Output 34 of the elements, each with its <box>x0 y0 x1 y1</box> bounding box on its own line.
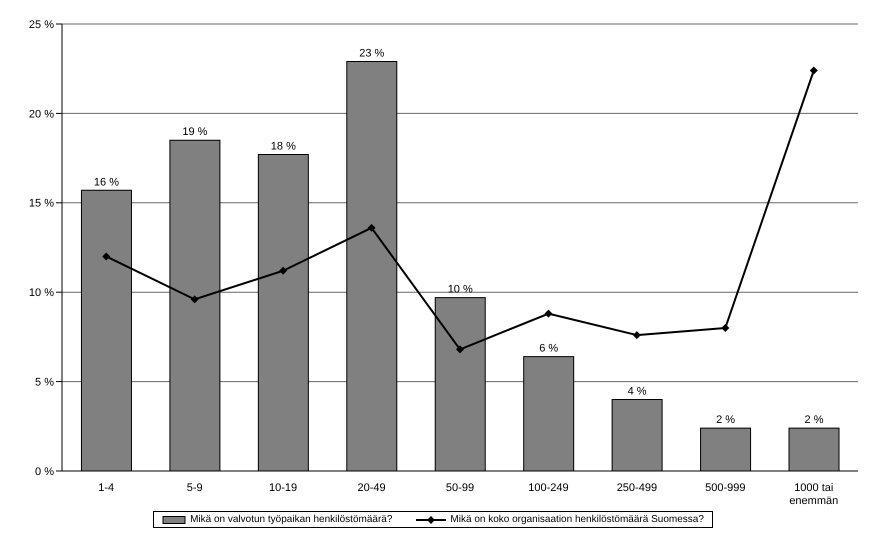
x-tick-label: 1000 tai enemmän <box>789 482 838 507</box>
point <box>810 66 818 74</box>
point <box>456 345 464 354</box>
x-tick-label: 10-19 <box>269 482 298 494</box>
point <box>721 324 730 332</box>
point <box>632 331 641 340</box>
y-tick-label: 20 % <box>28 108 54 120</box>
y-tick-label: 25 % <box>28 18 54 31</box>
data-label: 18 % <box>270 140 296 153</box>
x-tick-label: 1-4 <box>98 482 114 494</box>
data-label: 2 % <box>716 414 736 426</box>
data-label: 4 % <box>628 385 647 398</box>
x-tick-label: 100-249 <box>528 482 569 494</box>
x-tick-label: 5-9 <box>186 482 203 494</box>
point <box>102 252 110 260</box>
x-tick-label: 50-99 <box>446 482 474 494</box>
legend-label: Mikä on koko organisaation henkilöstömäärä Suomessa? <box>450 514 704 525</box>
point <box>544 310 552 318</box>
data-label: 23 % <box>359 48 385 60</box>
x-tick-label: 500-999 <box>705 482 746 494</box>
y-tick-label: 0 % <box>35 466 54 478</box>
data-label: 16 % <box>94 176 120 188</box>
point <box>279 266 288 275</box>
legend-label: Mikä on valvotun työpaikan henkilöstömäärä? <box>190 514 392 525</box>
y-tick-label: 10 % <box>28 287 54 300</box>
point <box>190 295 199 304</box>
data-label: 2 % <box>804 414 824 426</box>
point <box>368 224 376 232</box>
y-tick-label: 5 % <box>35 376 54 389</box>
x-tick-label: 250-499 <box>616 482 658 494</box>
x-tick-label: 20-49 <box>357 482 386 494</box>
data-label: 19 % <box>182 126 208 138</box>
y-tick-label: 15 % <box>28 198 54 210</box>
data-label: 6 % <box>539 342 558 355</box>
